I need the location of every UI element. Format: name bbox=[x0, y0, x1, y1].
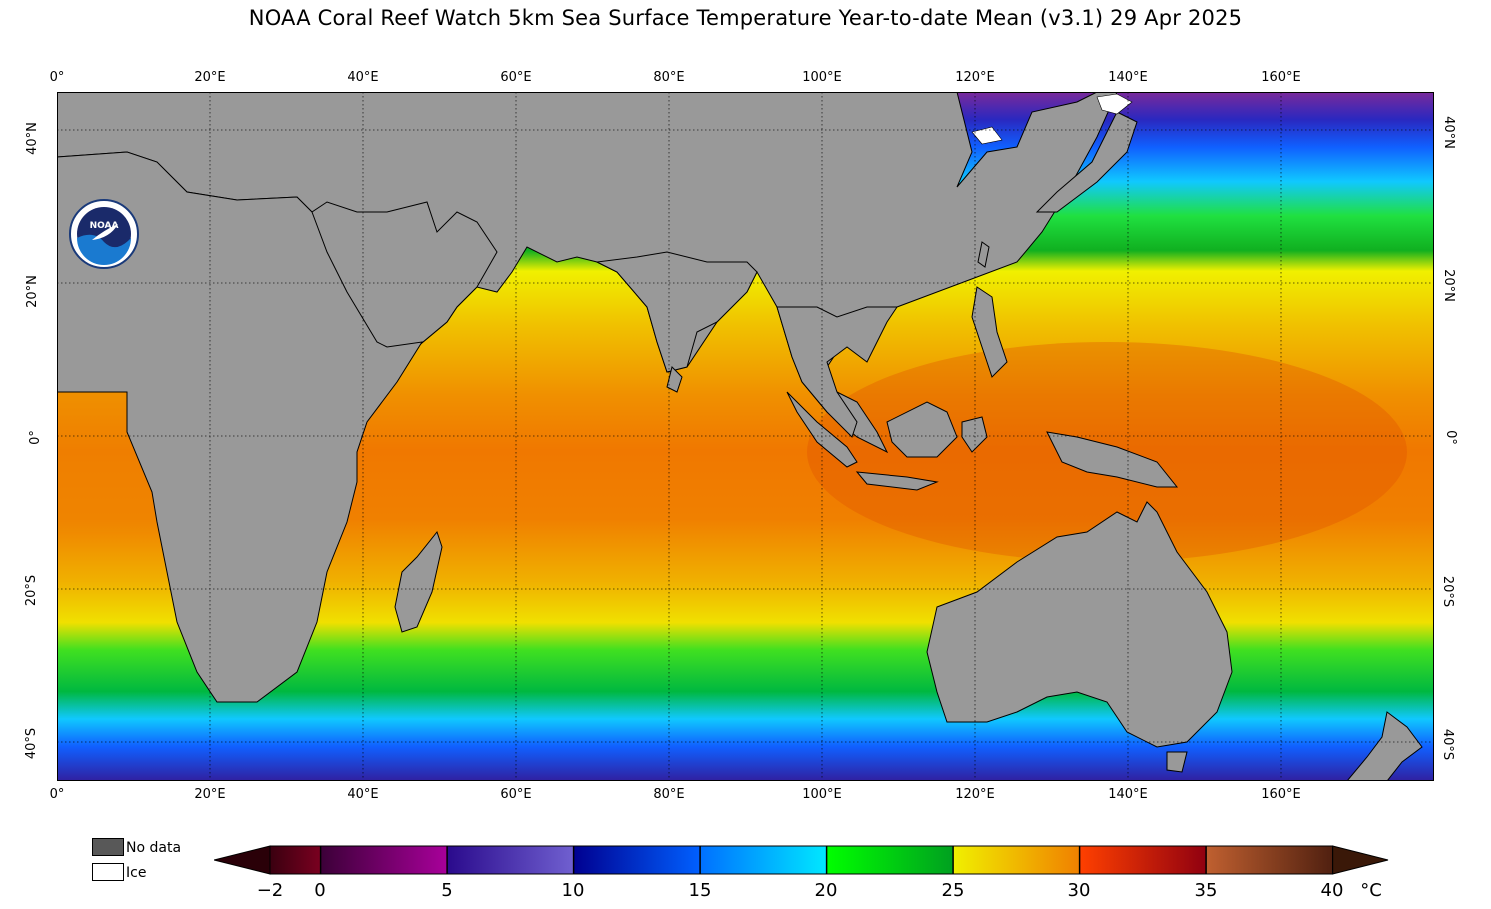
colorbar-segment bbox=[320, 846, 448, 874]
lon-label-top: 120°E bbox=[955, 70, 995, 85]
lon-label-top: 80°E bbox=[653, 70, 685, 85]
landmass-australia bbox=[926, 501, 1233, 748]
lat-label-right: 40°S bbox=[1440, 728, 1456, 761]
colorbar-tick-label: 35 bbox=[1194, 880, 1218, 901]
lon-label-top: 60°E bbox=[500, 70, 532, 85]
colorbar-tick-label: 25 bbox=[941, 880, 965, 901]
ice-patch bbox=[971, 126, 1003, 145]
colorbar-segment bbox=[270, 846, 321, 874]
no-data-swatch bbox=[92, 838, 124, 856]
lat-label-right: 20°N bbox=[1440, 269, 1456, 302]
landmass-madagascar bbox=[394, 530, 443, 633]
landmass-tasmania bbox=[1166, 751, 1188, 773]
colorbar-segment bbox=[826, 846, 954, 874]
landmass-new-guinea bbox=[1046, 431, 1179, 488]
landmass-java bbox=[855, 471, 939, 491]
noaa-logo: NOAA bbox=[69, 199, 139, 269]
colorbar-segment bbox=[700, 846, 827, 874]
lat-label-right: 20°S bbox=[1440, 575, 1456, 608]
colorbar-min-arrow bbox=[214, 845, 271, 875]
landmass-philippines bbox=[971, 286, 1008, 378]
landmass-borneo bbox=[886, 401, 958, 458]
sst-map: NOAA bbox=[57, 92, 1434, 781]
lon-label-bottom: 0° bbox=[49, 787, 65, 802]
ice-swatch bbox=[92, 863, 124, 881]
colorbar-tick-label: 40 bbox=[1320, 880, 1344, 901]
colorbar-unit: °C bbox=[1360, 880, 1382, 901]
map-title: NOAA Coral Reef Watch 5km Sea Surface Te… bbox=[248, 6, 1243, 30]
ice-patch bbox=[1096, 93, 1133, 115]
lon-label-top: 160°E bbox=[1261, 70, 1301, 85]
lon-label-bottom: 20°E bbox=[194, 787, 226, 802]
colorbar-tick-label: −2 bbox=[256, 880, 284, 901]
lon-label-bottom: 140°E bbox=[1108, 787, 1148, 802]
lon-label-top: 40°E bbox=[347, 70, 379, 85]
lat-label-left: 40°S bbox=[24, 727, 40, 760]
colorbar-segment bbox=[573, 846, 701, 874]
lon-label-bottom: 40°E bbox=[347, 787, 379, 802]
svg-text:NOAA: NOAA bbox=[90, 221, 119, 231]
landmass-india bbox=[595, 251, 758, 373]
colorbar-tick-label: 20 bbox=[814, 880, 838, 901]
colorbar-segment bbox=[1206, 846, 1333, 874]
lon-label-bottom: 120°E bbox=[955, 787, 995, 802]
lat-label-left: 0° bbox=[27, 430, 43, 445]
colorbar bbox=[214, 845, 1389, 875]
landmass-indochina bbox=[776, 306, 898, 438]
landmass-africa bbox=[57, 151, 423, 703]
colorbar-tick-label: 10 bbox=[561, 880, 585, 901]
landmass-sulawesi bbox=[961, 416, 988, 453]
colorbar-tick-label: 0 bbox=[314, 880, 326, 901]
graticule bbox=[57, 92, 1434, 781]
colorbar-segment bbox=[953, 846, 1080, 874]
lon-label-bottom: 80°E bbox=[653, 787, 685, 802]
lon-label-bottom: 100°E bbox=[802, 787, 842, 802]
colorbar-max-arrow bbox=[1332, 845, 1389, 875]
lat-label-right: 40°N bbox=[1440, 116, 1456, 149]
colorbar-segment bbox=[1079, 846, 1207, 874]
lat-label-left: 20°S bbox=[24, 574, 40, 607]
lon-label-bottom: 160°E bbox=[1261, 787, 1301, 802]
lat-label-right: 0° bbox=[1442, 430, 1458, 445]
colorbar-tick-label: 30 bbox=[1067, 880, 1091, 901]
lon-label-top: 0° bbox=[49, 70, 65, 85]
ice-label: Ice bbox=[126, 865, 147, 881]
lon-label-top: 100°E bbox=[802, 70, 842, 85]
no-data-label: No data bbox=[126, 840, 182, 856]
landmass-japan bbox=[1035, 111, 1138, 213]
landmass-new-zealand bbox=[1346, 711, 1423, 781]
colorbar-tick-label: 15 bbox=[688, 880, 712, 901]
colorbar-tick-label: 5 bbox=[441, 880, 453, 901]
lat-label-left: 20°N bbox=[24, 275, 40, 308]
lon-label-top: 20°E bbox=[194, 70, 226, 85]
lon-label-top: 140°E bbox=[1108, 70, 1148, 85]
colorbar-segment bbox=[447, 846, 574, 874]
lat-label-left: 40°N bbox=[24, 122, 40, 155]
landmass-taiwan bbox=[977, 241, 990, 268]
lon-label-bottom: 60°E bbox=[500, 787, 532, 802]
